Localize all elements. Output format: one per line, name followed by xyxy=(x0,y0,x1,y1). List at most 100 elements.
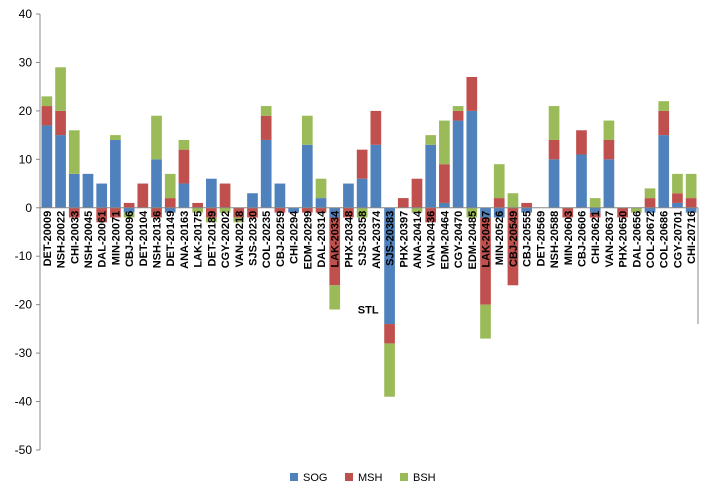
bar-segment-bsh xyxy=(260,106,272,116)
x-tick-label: DET-20569 xyxy=(535,211,547,267)
bar-segment-msh xyxy=(260,115,272,140)
bar-segment-msh xyxy=(68,207,80,218)
x-tick-label: DAL-20061 xyxy=(97,211,109,268)
bar-segment-sog xyxy=(96,183,108,208)
bar-segment-sog xyxy=(68,173,80,208)
x-tick-label: DAL-20314 xyxy=(316,210,328,268)
bar-segment-bsh xyxy=(548,106,560,140)
y-axis: -50 -40 -30 -20 -10 0 10 20 30 40 xyxy=(15,7,41,457)
bar-segment-msh xyxy=(301,207,313,213)
bar-segment-sog xyxy=(672,202,683,208)
bar-segment-msh xyxy=(55,110,66,136)
bar-segment-sog xyxy=(644,207,656,213)
bars-group xyxy=(41,67,697,397)
bar-segment-sog xyxy=(110,139,121,208)
x-tick-label: CGY-20701 xyxy=(672,211,684,268)
legend-swatch-sog xyxy=(290,473,298,481)
bar-segment-sog xyxy=(603,159,615,208)
x-tick-label: LAK-20175 xyxy=(193,211,205,268)
bar-segment-msh xyxy=(548,139,560,160)
bar-segment-bsh xyxy=(658,101,670,111)
bar-segment-msh xyxy=(233,207,245,218)
y-tick-label: -40 xyxy=(15,395,33,409)
x-tick-label: ANA-20374 xyxy=(371,210,383,269)
bar-segment-bsh xyxy=(493,164,505,199)
x-tick-label: SJS-20230 xyxy=(247,211,259,266)
bar-segment-sog xyxy=(384,207,395,325)
bar-segment-sog xyxy=(548,159,560,208)
bar-segment-bsh xyxy=(603,120,615,140)
x-tick-label: CBJ-20259 xyxy=(275,211,287,267)
bar-segment-msh xyxy=(603,139,615,160)
bar-segment-bsh xyxy=(206,217,217,223)
bar-segment-msh xyxy=(164,198,176,208)
bar-segment-msh xyxy=(658,110,670,136)
x-tick-label: LAK-20497 xyxy=(481,211,493,268)
annotation-label: STL xyxy=(358,305,379,317)
bar-segment-msh xyxy=(219,183,231,208)
bar-segment-msh xyxy=(315,207,327,213)
annotations: STL xyxy=(358,305,379,317)
bar-segment-sog xyxy=(151,159,162,208)
bar-segment-msh xyxy=(521,202,532,208)
bar-segment-msh xyxy=(137,183,149,208)
bar-segment-sog xyxy=(178,183,190,208)
bar-segment-bsh xyxy=(452,106,464,111)
x-tick-labels: DET-20009 NSH-20022 CHI-20033 NSH-20045 DAL-… xyxy=(42,210,698,270)
x-tick-label: CGY-20202 xyxy=(220,211,232,268)
bar-segment-msh xyxy=(425,207,437,223)
x-tick-label: COL-20686 xyxy=(659,211,671,268)
bar-segment-msh xyxy=(247,207,258,218)
x-tick-label: MIN-20071 xyxy=(110,211,122,265)
x-tick-label: DET-20149 xyxy=(165,211,177,267)
x-tick-label: SJS-20358 xyxy=(357,211,369,266)
bar-segment-sog xyxy=(206,178,217,208)
x-tick-label: CHI-20033 xyxy=(69,211,81,264)
bar-segment-msh xyxy=(480,217,491,305)
bar-segment-bsh xyxy=(685,173,697,199)
bar-segment-sog xyxy=(301,144,313,208)
bar-segment-bsh xyxy=(672,173,683,194)
x-tick-label: EDM-20464 xyxy=(439,210,451,270)
legend-label-bsh: BSH xyxy=(413,472,436,484)
bar-segment-msh xyxy=(452,110,464,121)
bar-segment-msh xyxy=(151,207,162,218)
bar-segment-sog xyxy=(356,178,368,208)
bar-segment-sog xyxy=(315,198,327,208)
x-tick-label: CHI-20294 xyxy=(289,210,301,264)
x-tick-label: VAN-20637 xyxy=(604,211,616,268)
bar-segment-msh xyxy=(644,198,656,208)
bar-segment-bsh xyxy=(55,67,66,111)
y-tick-label: -10 xyxy=(15,249,33,263)
bar-segment-msh xyxy=(343,207,354,218)
bar-segment-sog xyxy=(41,125,53,208)
x-tick-label: NSH-20136 xyxy=(152,211,164,268)
x-tick-label: VAN-20436 xyxy=(426,211,438,268)
bar-segment-msh xyxy=(329,217,341,286)
bar-segment-msh xyxy=(589,212,601,218)
bar-segment-msh xyxy=(370,110,382,145)
x-tick-label: CHI-20621 xyxy=(590,211,602,264)
bar-segment-sog xyxy=(288,207,299,213)
bar-segment-sog xyxy=(493,207,505,218)
legend: SOG MSH BSH xyxy=(290,472,436,484)
x-tick-label: NSH-20588 xyxy=(549,211,561,268)
bar-segment-sog xyxy=(589,207,601,213)
bar-segment-bsh xyxy=(425,135,437,145)
bar-segment-sog xyxy=(576,154,587,208)
bar-segment-msh xyxy=(110,207,121,218)
legend-label-msh: MSH xyxy=(358,472,383,484)
bar-segment-sog xyxy=(370,144,382,208)
bar-segment-sog xyxy=(274,183,286,208)
bar-segment-bsh xyxy=(439,120,450,165)
bar-segment-sog xyxy=(685,207,697,213)
bar-segment-msh xyxy=(178,149,190,184)
bar-segment-bsh xyxy=(644,188,656,199)
bar-segment-msh xyxy=(397,198,409,208)
bar-segment-sog xyxy=(480,207,491,218)
x-tick-label: MIN-20603 xyxy=(563,211,575,265)
bar-segment-bsh xyxy=(329,285,341,310)
y-tick-label: -30 xyxy=(15,346,33,360)
bar-segment-bsh xyxy=(110,135,121,140)
x-tick-label: EDM-20299 xyxy=(302,211,314,270)
